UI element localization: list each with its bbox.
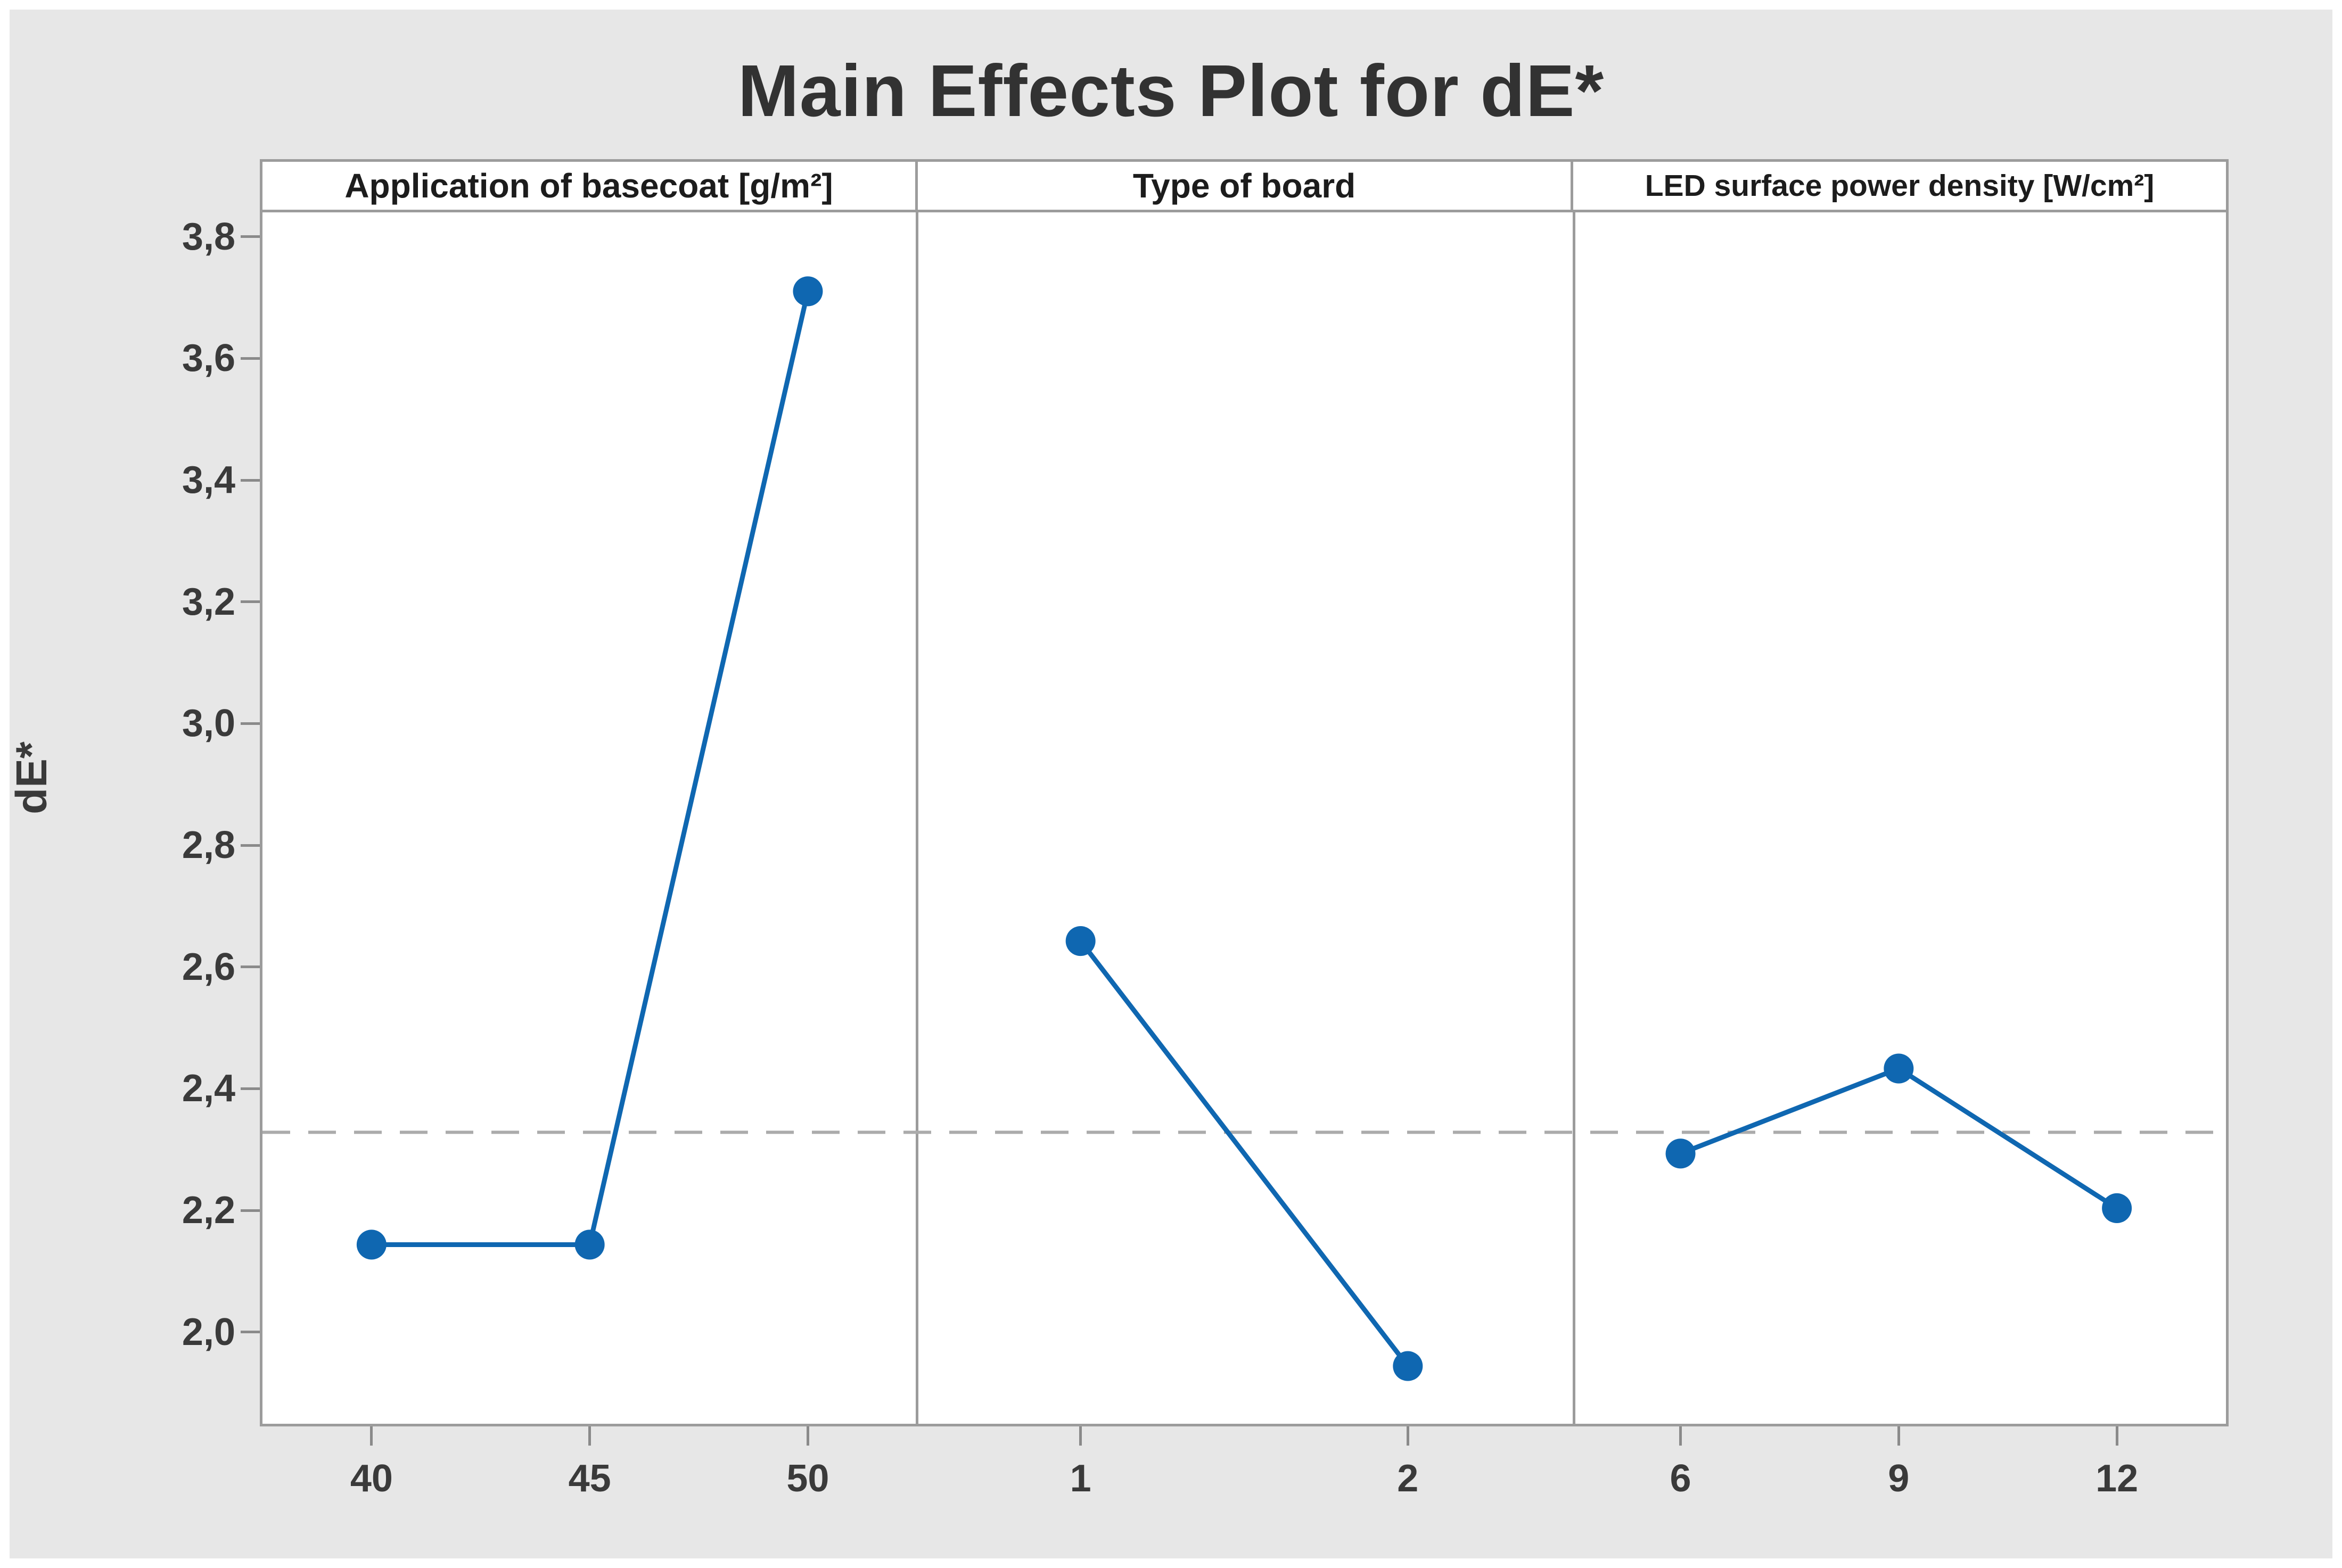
x-tick-mark-panel-2-1 <box>1079 1426 1082 1446</box>
x-tick-mark-panel-1-50 <box>806 1426 809 1446</box>
y-tick-mark-3,2 <box>241 600 260 604</box>
y-tick-label-2,2: 2,2 <box>182 1189 235 1232</box>
y-axis-label-text: dE* <box>7 741 56 814</box>
panel-separator-1 <box>916 212 918 1424</box>
y-tick-mark-2,6 <box>241 965 260 969</box>
x-tick-mark-panel-3-12 <box>2115 1426 2118 1446</box>
y-tick-mark-2,2 <box>241 1209 260 1212</box>
series-line-panel-1 <box>371 291 810 1247</box>
data-point-panel-1-50 <box>793 276 823 307</box>
data-point-panel-2-1 <box>1065 926 1096 956</box>
y-tick-label-2,6: 2,6 <box>182 945 235 988</box>
data-point-panel-1-40 <box>356 1229 387 1260</box>
y-tick-label-2,0: 2,0 <box>182 1310 235 1354</box>
y-tick-mark-3,8 <box>241 235 260 238</box>
plot-area <box>260 212 2229 1426</box>
y-tick-label-3,0: 3,0 <box>182 702 235 745</box>
y-tick-label-3,6: 3,6 <box>182 337 235 380</box>
data-point-panel-3-12 <box>2102 1193 2132 1224</box>
x-tick-label-panel-1-50: 50 <box>786 1457 829 1500</box>
y-tick-label-2,4: 2,4 <box>182 1067 235 1110</box>
panel-header-basecoat: Application of basecoat [g/m²] <box>262 162 918 210</box>
panel-header-row: Application of basecoat [g/m²] Type of b… <box>260 159 2229 212</box>
x-tick-mark-panel-1-45 <box>588 1426 591 1446</box>
chart-title: Main Effects Plot for dE* <box>737 50 1605 132</box>
panel-header-board: Type of board <box>918 162 1573 210</box>
x-tick-label-panel-1-40: 40 <box>350 1457 393 1500</box>
x-tick-label-panel-2-2: 2 <box>1397 1457 1419 1500</box>
x-tick-label-panel-3-9: 9 <box>1888 1457 1910 1500</box>
series-line-panel-3 <box>1679 1066 2118 1210</box>
y-tick-mark-2,8 <box>241 844 260 847</box>
panel-header-led: LED surface power density [W/cm²] <box>1573 162 2226 210</box>
x-tick-mark-panel-1-40 <box>370 1426 373 1446</box>
series-line-panel-2 <box>1079 939 1410 1368</box>
y-tick-mark-2,0 <box>241 1331 260 1334</box>
panel-header-board-label: Type of board <box>1132 167 1356 205</box>
y-tick-mark-3,0 <box>241 722 260 725</box>
data-point-panel-3-6 <box>1665 1138 1696 1169</box>
data-point-panel-3-9 <box>1884 1053 1914 1084</box>
x-tick-mark-panel-3-6 <box>1679 1426 1682 1446</box>
y-tick-label-3,2: 3,2 <box>182 580 235 623</box>
data-point-panel-2-2 <box>1393 1351 1423 1381</box>
y-tick-label-3,8: 3,8 <box>182 215 235 258</box>
x-tick-mark-panel-2-2 <box>1406 1426 1409 1446</box>
x-tick-mark-panel-3-9 <box>1897 1426 1900 1446</box>
x-tick-label-panel-3-6: 6 <box>1670 1457 1691 1500</box>
panel-header-basecoat-label: Application of basecoat [g/m²] <box>344 167 833 205</box>
y-tick-mark-3,6 <box>241 357 260 360</box>
x-tick-label-panel-3-12: 12 <box>2096 1457 2139 1500</box>
y-tick-label-3,4: 3,4 <box>182 459 235 502</box>
plot-canvas <box>262 276 2226 1381</box>
panel-separator-2 <box>1573 212 1575 1424</box>
y-tick-mark-2,4 <box>241 1087 260 1090</box>
graph-box: Application of basecoat [g/m²] Type of b… <box>260 159 2229 1426</box>
x-tick-label-panel-1-45: 45 <box>568 1457 611 1500</box>
x-tick-label-panel-2-1: 1 <box>1070 1457 1091 1500</box>
panel-header-led-label: LED surface power density [W/cm²] <box>1645 169 2155 203</box>
data-point-panel-1-45 <box>574 1229 605 1260</box>
y-tick-label-2,8: 2,8 <box>182 824 235 867</box>
y-tick-mark-3,4 <box>241 478 260 482</box>
